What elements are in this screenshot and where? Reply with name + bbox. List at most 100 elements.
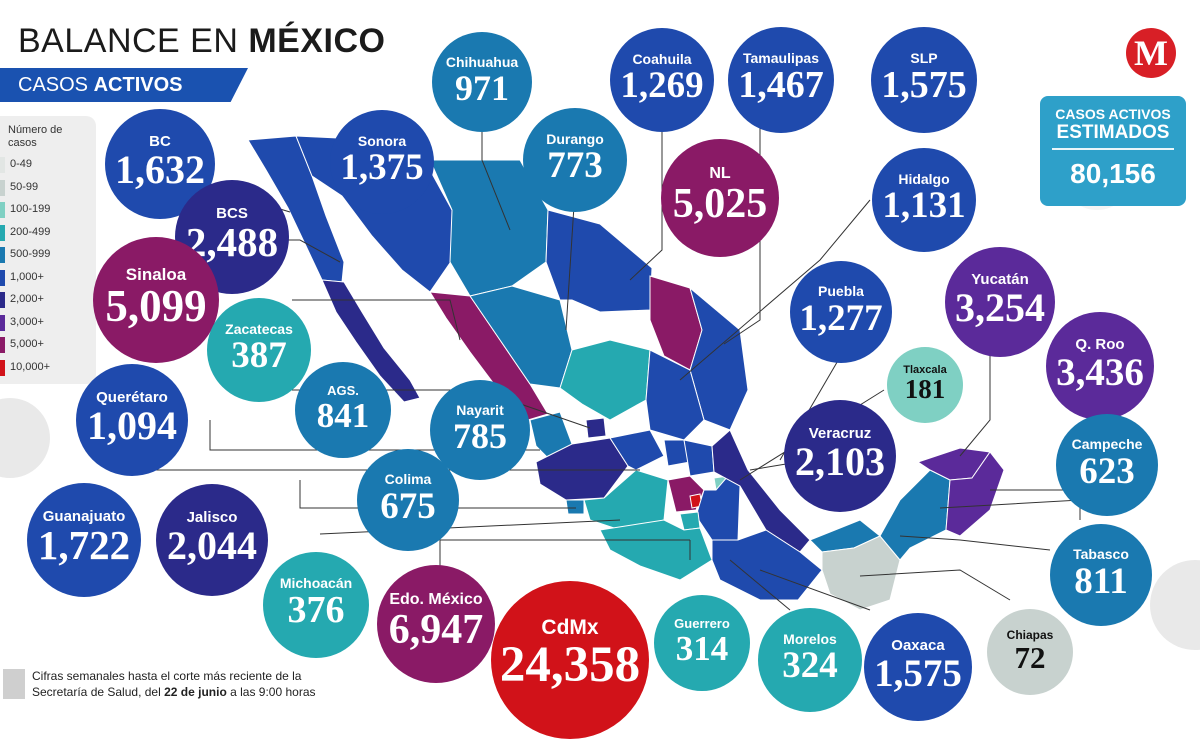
state-name: Nayarit xyxy=(456,402,504,418)
state-value: 1,375 xyxy=(340,147,424,188)
legend-item: 3,000+ xyxy=(0,312,96,334)
state-value: 1,467 xyxy=(738,64,824,106)
legend-label: 0-49 xyxy=(10,158,33,170)
state-coahuila xyxy=(545,209,653,313)
state-name: BC xyxy=(149,133,171,150)
legend-label: 200-499 xyxy=(10,225,51,238)
legend-swatch xyxy=(0,314,5,331)
state-value: 2,103 xyxy=(795,439,885,484)
leader-line xyxy=(209,420,540,451)
legend-item: 2,000+ xyxy=(0,289,96,311)
state-value: 1,575 xyxy=(881,64,967,106)
state-value: 1,575 xyxy=(874,652,962,695)
legend: Número de casos 0-49 50-99 100-199 200-499 5… xyxy=(0,116,96,384)
legend-label: 100-199 xyxy=(10,203,51,215)
legend-item: 5,000+ xyxy=(0,334,96,356)
state-name: Durango xyxy=(546,131,604,147)
legend-item: 0-49 xyxy=(0,154,96,176)
state-name: Colima xyxy=(384,471,432,487)
state-campeche xyxy=(879,469,951,561)
state-value: 2,044 xyxy=(167,523,257,568)
state-name: Hidalgo xyxy=(898,171,950,187)
legend-swatch xyxy=(0,292,5,308)
state-bubble: Chihuahua 971 xyxy=(432,32,532,132)
state-name: AGS. xyxy=(327,383,359,398)
state-tamaulipas xyxy=(689,286,749,431)
footnote: Cifras semanales hasta el corte más reci… xyxy=(32,668,352,700)
legend-item: 10,000+ xyxy=(0,357,96,379)
state-name: Veracruz xyxy=(808,425,872,442)
state-name: Guerrero xyxy=(674,616,730,631)
state-value: 1,277 xyxy=(799,298,883,339)
state-bubble: Chiapas 72 xyxy=(987,609,1073,695)
legend-label: 3,000+ xyxy=(10,315,44,328)
state-value: 314 xyxy=(675,629,729,668)
state-guanajuato xyxy=(609,429,665,471)
state-name: Morelos xyxy=(783,631,837,647)
leader-line xyxy=(565,189,576,331)
subtitle: CASOS ACTIVOS xyxy=(18,74,183,97)
state-bubble: CdMx 24,358 xyxy=(491,581,649,739)
state-name: SLP xyxy=(910,50,938,66)
state-bubble: NL 5,025 xyxy=(661,139,779,257)
state-name: Michoacán xyxy=(279,575,353,591)
legend-swatch xyxy=(0,224,5,241)
state-name: CdMx xyxy=(541,616,599,639)
state-bubble: Campeche 623 xyxy=(1056,414,1158,516)
state-value: 6,947 xyxy=(388,607,484,653)
state-name: BCS xyxy=(216,205,248,222)
state-bubble: AGS. 841 xyxy=(295,362,391,458)
state-value: 785 xyxy=(453,416,507,456)
legend-swatch xyxy=(0,202,5,218)
state-name: Q. Roo xyxy=(1075,336,1125,353)
leader-line xyxy=(759,569,871,611)
state-name: Coahuila xyxy=(632,51,692,67)
total-active-cases-box: CASOS ACTIVOS ESTIMADOS 80,156 xyxy=(1040,96,1186,206)
state-value: 811 xyxy=(1074,561,1128,602)
state-bubble: Sonora 1,375 xyxy=(330,110,434,214)
state-name: Edo. México xyxy=(389,591,483,608)
state-name: Oaxaca xyxy=(891,637,945,654)
state-bubble: Tabasco 811 xyxy=(1050,524,1152,626)
leader-line xyxy=(481,120,511,231)
state-bubble: Coahuila 1,269 xyxy=(610,28,714,132)
state-hidalgo xyxy=(683,439,715,477)
state-value: 1,632 xyxy=(115,147,205,192)
state-name: Jalisco xyxy=(186,509,238,526)
page-title: BALANCE EN MÉXICO xyxy=(18,22,385,61)
state-bubble: Zacatecas 387 xyxy=(207,298,311,402)
leader-line xyxy=(439,539,690,570)
legend-item: 50-99 xyxy=(0,177,96,199)
state-value: 841 xyxy=(316,396,370,435)
state-bubble: Q. Roo 3,436 xyxy=(1046,312,1154,420)
legend-label: 1,000+ xyxy=(10,270,44,283)
state-name: Querétaro xyxy=(96,389,168,406)
state-value: 773 xyxy=(547,145,603,186)
state-name: Guanajuato xyxy=(42,508,126,525)
state-bubble: Sinaloa 5,099 xyxy=(93,237,219,363)
total-label-line1: CASOS ACTIVOS xyxy=(1055,106,1171,122)
legend-item: 200-499 xyxy=(0,222,96,244)
leader-line xyxy=(292,299,461,341)
legend-label: 500-999 xyxy=(10,248,51,260)
state-name: Tabasco xyxy=(1073,546,1129,562)
leader-line xyxy=(899,535,1051,551)
state-value: 1,722 xyxy=(37,522,131,568)
legend-swatch xyxy=(0,179,5,196)
milenio-logo-icon: M xyxy=(1126,28,1176,78)
state-value: 181 xyxy=(904,374,946,404)
state-value: 1,269 xyxy=(620,65,704,106)
legend-item: 1,000+ xyxy=(0,267,96,289)
state-name: Chiapas xyxy=(1006,628,1054,642)
state-value: 387 xyxy=(231,335,287,376)
footnote-date: 22 de junio xyxy=(164,685,227,699)
footnote-marker xyxy=(3,669,25,699)
state-jalisco xyxy=(535,437,629,501)
legend-swatch xyxy=(0,247,5,263)
state-value: 1,094 xyxy=(87,403,177,448)
legend-label: 10,000+ xyxy=(10,360,51,373)
leader-line xyxy=(859,569,1011,601)
state-bubble: Michoacán 376 xyxy=(263,552,369,658)
state-bubble: Guerrero 314 xyxy=(654,595,750,691)
state-bubble: Puebla 1,277 xyxy=(790,261,892,363)
